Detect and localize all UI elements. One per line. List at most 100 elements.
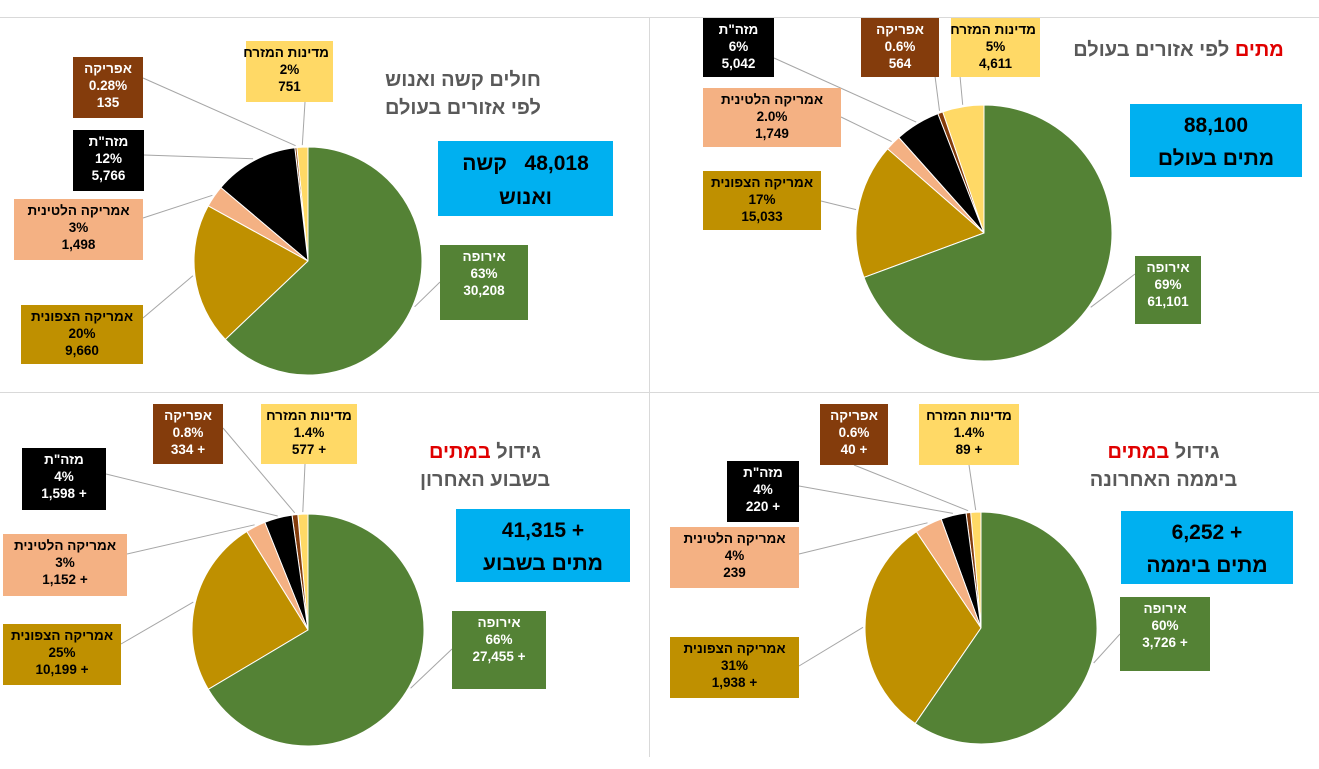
- leader-line: [142, 77, 296, 147]
- leader-line: [301, 101, 306, 146]
- slice-percent: 66%: [485, 632, 513, 647]
- slice-value: + 3,726: [1142, 635, 1188, 650]
- slice-percent: 4%: [724, 548, 745, 563]
- total-box: 48,018 קשה ואנוש: [438, 141, 613, 216]
- slice-name: אירופה: [1146, 260, 1190, 275]
- slice-percent: 4%: [753, 482, 773, 497]
- pie-chart: [773, 57, 1136, 362]
- slice-name: אפריקה: [84, 61, 132, 76]
- total-box: + 6,252 מתים ביממה: [1121, 511, 1293, 584]
- slice-data-label: אפריקה 0.6% 564: [861, 18, 939, 77]
- pie-slice: [855, 148, 985, 279]
- slice-data-label: אפריקה 0.8% + 334: [153, 404, 223, 464]
- slice-value: + 10,199: [35, 662, 89, 677]
- slice-data-label: מזה"ת 4% + 1,598: [22, 448, 106, 510]
- slice-percent: 0.8%: [172, 425, 204, 440]
- slice-value: + 220: [745, 499, 781, 514]
- slice-data-label: אמריקה הצפונית 31% + 1,938: [670, 637, 799, 698]
- slice-data-label: מזה"ת 6% 5,042: [703, 18, 774, 77]
- total-line: מתים ביממה: [1146, 553, 1268, 577]
- slice-percent: 0.28%: [88, 78, 128, 93]
- leader-line: [798, 485, 953, 514]
- slice-percent: 0.6%: [838, 425, 870, 440]
- slice-name: אמריקה הצפונית: [10, 628, 114, 643]
- slice-percent: 20%: [68, 326, 96, 341]
- pie-chart: [798, 464, 1121, 745]
- slice-percent: 17%: [748, 192, 776, 207]
- total-line: + 6,252: [1171, 521, 1243, 544]
- slice-percent: 0.6%: [884, 39, 916, 54]
- slice-value: + 89: [955, 442, 983, 457]
- chart-title: גידול במתים ביממה האחרונה: [1089, 441, 1238, 491]
- slice-name: מדינות המזרח: [950, 22, 1036, 37]
- leader-line: [126, 524, 255, 555]
- leader-line: [840, 116, 892, 143]
- slice-name: מזה"ת: [88, 134, 129, 149]
- slice-percent: 3%: [68, 220, 89, 235]
- slice-name: אירופה: [462, 249, 506, 264]
- total-box: + 41,315 מתים בשבוע: [456, 509, 630, 582]
- slice-percent: 4%: [54, 469, 74, 484]
- slice-name: מזה"ת: [743, 465, 783, 480]
- slice-name: אמריקה הצפונית: [683, 641, 786, 656]
- slice-percent: 69%: [1154, 277, 1182, 292]
- leader-line: [798, 522, 928, 555]
- slice-name: אפריקה: [876, 22, 924, 37]
- slice-value: + 27,455: [472, 649, 526, 664]
- slice-percent: 60%: [1151, 618, 1179, 633]
- slice-name: אמריקה הלטינית: [720, 92, 824, 107]
- slice-name: אפריקה: [164, 408, 212, 423]
- slice-value: + 1,152: [42, 572, 88, 587]
- total-line: 48,018 קשה: [462, 152, 589, 175]
- pie-slice: [220, 147, 309, 263]
- slice-percent: 25%: [48, 645, 76, 660]
- pie-slice: [224, 146, 423, 376]
- slice-name: אירופה: [477, 615, 521, 630]
- leader-line: [143, 154, 254, 160]
- slice-data-label: אפריקה 0.28% 135: [73, 57, 143, 118]
- slice-data-label: אירופה 66% + 27,455: [452, 611, 546, 689]
- slice-percent: 2%: [279, 62, 300, 77]
- slice-value: 9,660: [65, 343, 99, 358]
- panel-weekly-death-growth: מדינות המזרח 1.4% + 577 אפריקה 0.8% + 334 מזה"…: [0, 394, 648, 769]
- leader-line: [820, 200, 857, 211]
- leader-line: [934, 75, 940, 111]
- slice-name: אמריקה הצפונית: [30, 309, 134, 324]
- slice-value: 1,498: [61, 237, 96, 252]
- top-divider: [0, 17, 1319, 18]
- horizontal-divider: [0, 392, 1319, 393]
- leader-line: [414, 281, 441, 308]
- slice-data-label: אמריקה הלטינית 3% + 1,152: [3, 534, 127, 596]
- pie-slice: [864, 530, 982, 725]
- slice-percent: 1.4%: [293, 425, 325, 440]
- leader-line: [302, 463, 306, 513]
- leader-line: [105, 473, 278, 517]
- pie-chart: [142, 77, 441, 376]
- pie-slice: [191, 530, 309, 691]
- slice-name: אמריקה הלטינית: [27, 203, 130, 218]
- slice-value: 5,042: [721, 56, 756, 71]
- slice-value: 1,749: [755, 126, 789, 141]
- slice-data-label: מדינות המזרח 1.4% + 89: [919, 404, 1019, 465]
- slice-name: אמריקה הצפונית: [710, 175, 814, 190]
- slice-percent: 63%: [470, 266, 498, 281]
- slice-percent: 31%: [720, 658, 749, 673]
- slice-percent: 1.4%: [953, 425, 985, 440]
- slice-percent: 2.0%: [756, 109, 788, 124]
- slice-value: 239: [723, 565, 746, 580]
- pie-slice: [863, 104, 1113, 362]
- slice-percent: 12%: [94, 151, 123, 166]
- slice-value: + 1,598: [41, 486, 87, 501]
- leader-line: [142, 194, 213, 219]
- slice-data-label: אפריקה 0.6% + 40: [820, 404, 888, 465]
- slice-percent: 6%: [728, 39, 749, 54]
- slice-name: מזה"ת: [718, 22, 759, 37]
- slice-value: 4,611: [978, 56, 1013, 71]
- slice-name: מדינות המזרח: [926, 408, 1012, 423]
- slice-data-label: אמריקה הצפונית 17% 15,033: [703, 171, 821, 230]
- slice-value: + 40: [840, 442, 868, 457]
- slice-data-label: אירופה 60% + 3,726: [1120, 597, 1210, 671]
- chart-title: חולים קשה ואנוש לפי אזורים בעולם: [384, 69, 541, 119]
- slice-value: 61,101: [1147, 294, 1189, 309]
- slice-data-label: אירופה 63% 30,208: [440, 245, 528, 320]
